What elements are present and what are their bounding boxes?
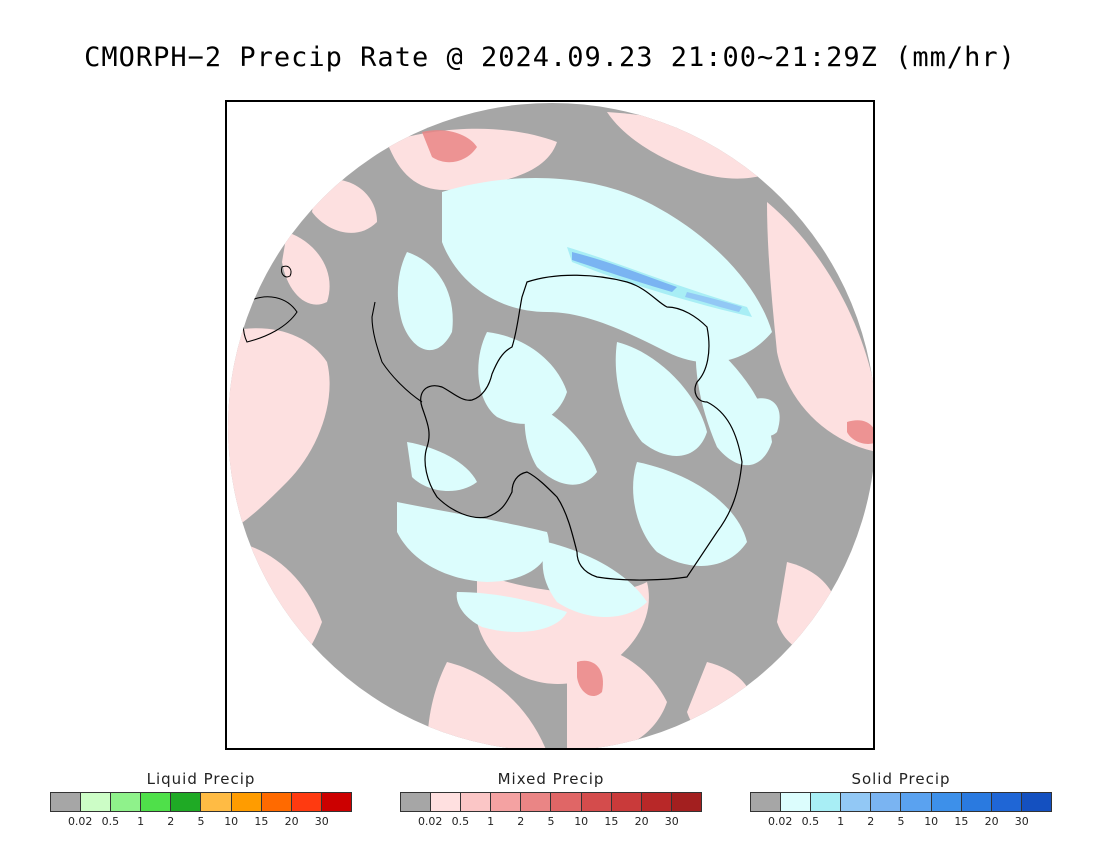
legend-mixed-tick-label: 0.02	[417, 815, 443, 828]
legend-mixed-tick-label: 10	[574, 815, 589, 828]
legend-mixed-tick-label: 20	[634, 815, 649, 828]
legend-solid-tick-label: 2	[867, 815, 875, 828]
legend-mixed-tick-label: 0.5	[451, 815, 470, 828]
legend-liquid-swatch	[261, 793, 292, 811]
legend-mixed-swatch	[431, 793, 462, 811]
antarctica-coastline	[420, 274, 743, 581]
solid-precip-areas	[397, 178, 780, 632]
legend-solid-tick-label: 15	[954, 815, 969, 828]
legend-solid-tick-label: 0.5	[801, 815, 820, 828]
legend-liquid-tick-label: 5	[197, 815, 205, 828]
legend-liquid-swatch	[81, 793, 112, 811]
legend-solid-swatch	[871, 793, 902, 811]
legend-liquid-tick-label: 15	[254, 815, 269, 828]
legend-mixed: Mixed Precip 0.02 0.5 1 2 5 10 15 20 30	[400, 770, 702, 828]
legend-liquid-tick-label: 30	[314, 815, 329, 828]
legend-liquid-swatch	[201, 793, 232, 811]
legend-solid-tick-label: 30	[1014, 815, 1029, 828]
legend-liquid-tick-label: 1	[137, 815, 145, 828]
legend-solid-swatch	[931, 793, 962, 811]
legend-mixed-swatch	[491, 793, 522, 811]
legend-liquid-swatch	[111, 793, 142, 811]
legend-solid-tick-label: 5	[897, 815, 905, 828]
legend-mixed-swatch	[461, 793, 492, 811]
legend-solid-swatch	[841, 793, 872, 811]
legend-liquid-swatch	[231, 793, 262, 811]
legend-solid-colorbar	[750, 792, 1052, 812]
legend-liquid-tick-label: 0.02	[67, 815, 93, 828]
legend-mixed-swatch	[521, 793, 552, 811]
legend-liquid-tick-label: 2	[167, 815, 175, 828]
legend-mixed-tick-label: 30	[664, 815, 679, 828]
legend-solid-title: Solid Precip	[851, 770, 951, 788]
legend-mixed-swatch	[671, 793, 701, 811]
legend-solid-swatch	[811, 793, 842, 811]
legend-solid-swatch	[751, 793, 782, 811]
legend-solid: Solid Precip 0.02 0.5 1 2 5 10 15 20 30	[750, 770, 1052, 828]
legend-solid-ticks: 0.02 0.5 1 2 5 10 15 20 30	[750, 812, 1052, 828]
legend-mixed-swatch	[581, 793, 612, 811]
legend-solid-swatch	[901, 793, 932, 811]
legend-liquid-swatch	[321, 793, 351, 811]
legend-solid-tick-label: 10	[924, 815, 939, 828]
legend-mixed-title: Mixed Precip	[497, 770, 605, 788]
legend-mixed-tick-label: 2	[517, 815, 525, 828]
legend-liquid-title: Liquid Precip	[146, 770, 256, 788]
island-coastline	[281, 265, 292, 278]
mixed-precip-moderate	[422, 130, 873, 697]
legend-liquid-swatch	[171, 793, 202, 811]
legend-liquid-colorbar	[50, 792, 352, 812]
precip-map	[228, 103, 873, 748]
legend-mixed-colorbar	[400, 792, 702, 812]
peninsula-coastline	[371, 301, 423, 403]
legend-liquid-swatch	[141, 793, 172, 811]
map-title: CMORPH−2 Precip Rate @ 2024.09.23 21:00~…	[84, 42, 1016, 73]
map-panel	[225, 100, 875, 750]
legend-mixed-swatch	[401, 793, 432, 811]
legend-liquid-tick-label: 0.5	[101, 815, 120, 828]
legend-liquid-tick-label: 10	[224, 815, 239, 828]
legend-liquid-swatch	[291, 793, 322, 811]
solid-precip-moderate	[567, 247, 752, 317]
legend-solid-tick-label: 0.02	[767, 815, 793, 828]
legend-solid-swatch	[961, 793, 992, 811]
legend-liquid-tick-label: 20	[284, 815, 299, 828]
legend-mixed-swatch	[641, 793, 672, 811]
legend-mixed-tick-label: 1	[487, 815, 495, 828]
legend-mixed-swatch	[551, 793, 582, 811]
legend-liquid-ticks: 0.02 0.5 1 2 5 10 15 20 30	[50, 812, 352, 828]
legend-liquid: Liquid Precip 0.02 0.5 1 2 5 10 15 20 30	[50, 770, 352, 828]
legend-solid-swatch	[991, 793, 1022, 811]
legend-liquid-swatch	[51, 793, 82, 811]
legend-solid-tick-label: 1	[837, 815, 845, 828]
legend-solid-swatch	[781, 793, 812, 811]
legend-mixed-swatch	[611, 793, 642, 811]
legend-solid-swatch	[1021, 793, 1051, 811]
legend-mixed-tick-label: 15	[604, 815, 619, 828]
legend-mixed-ticks: 0.02 0.5 1 2 5 10 15 20 30	[400, 812, 702, 828]
legend-mixed-tick-label: 5	[547, 815, 555, 828]
legend-solid-tick-label: 20	[984, 815, 999, 828]
